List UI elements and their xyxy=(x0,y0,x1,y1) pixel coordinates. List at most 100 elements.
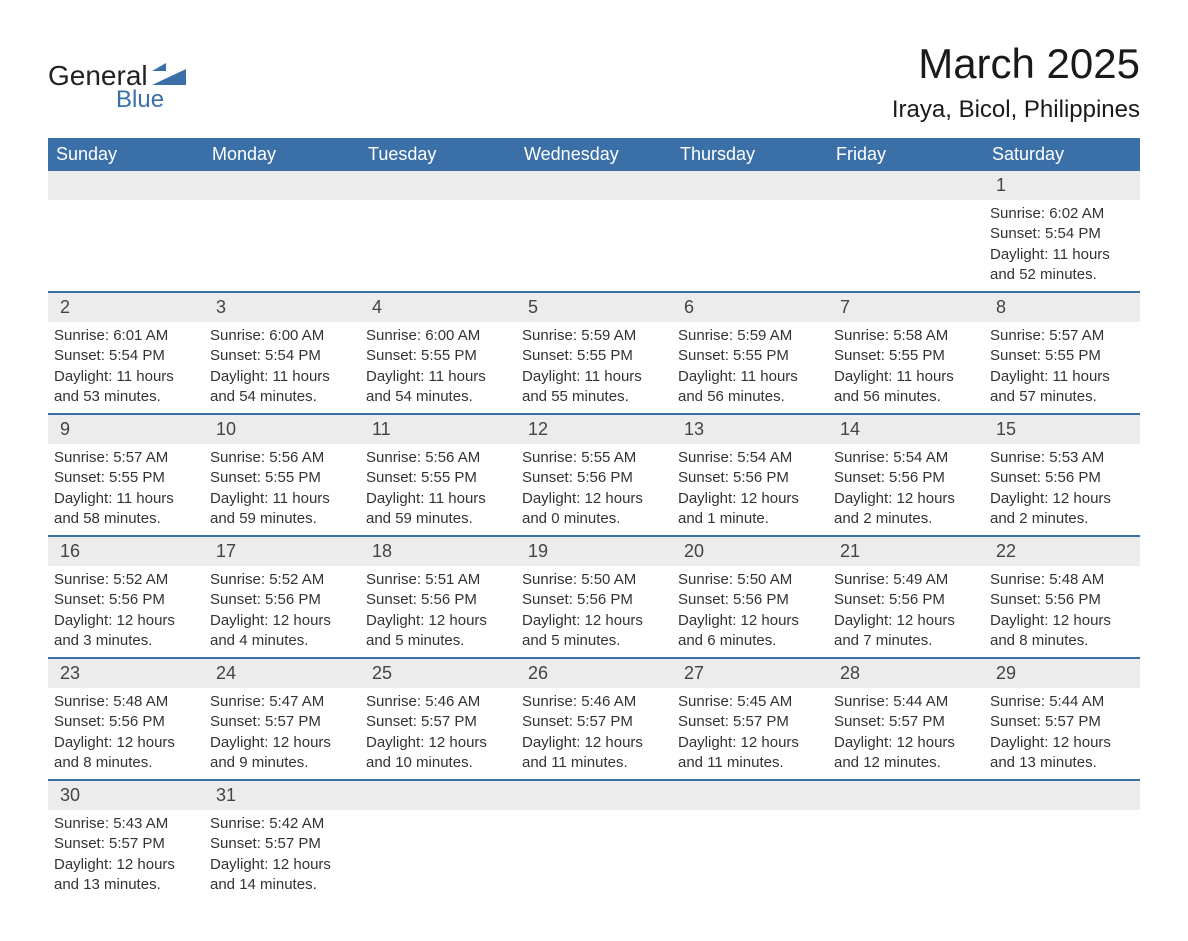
day-number-cell: 2 xyxy=(48,293,204,322)
sunrise-line: Sunrise: 5:46 AM xyxy=(366,692,512,712)
day-body-cell xyxy=(360,200,516,291)
day-number-cell: 27 xyxy=(672,659,828,688)
page-title: March 2025 xyxy=(892,40,1140,88)
weekday-header: Tuesday xyxy=(360,138,516,171)
day-body-cell: Sunrise: 6:00 AMSunset: 5:54 PMDaylight:… xyxy=(204,322,360,413)
sunset-line: Sunset: 5:56 PM xyxy=(366,590,512,610)
sunrise-line: Sunrise: 5:48 AM xyxy=(990,570,1136,590)
day-body-cell xyxy=(204,200,360,291)
day-body-cell xyxy=(672,200,828,291)
day-number: 30 xyxy=(54,783,198,808)
day-body-cell: Sunrise: 5:52 AMSunset: 5:56 PMDaylight:… xyxy=(48,566,204,657)
daylight-line: Daylight: 11 hours and 54 minutes. xyxy=(366,367,512,408)
week-body-row: Sunrise: 6:02 AMSunset: 5:54 PMDaylight:… xyxy=(48,200,1140,291)
sunset-line: Sunset: 5:56 PM xyxy=(834,590,980,610)
day-number-cell: 18 xyxy=(360,537,516,566)
day-body-cell: Sunrise: 5:46 AMSunset: 5:57 PMDaylight:… xyxy=(360,688,516,779)
sunset-line: Sunset: 5:57 PM xyxy=(54,834,200,854)
day-number-cell xyxy=(828,781,984,810)
day-number-cell: 19 xyxy=(516,537,672,566)
logo-word-blue: Blue xyxy=(116,86,164,114)
daylight-line: Daylight: 12 hours and 2 minutes. xyxy=(990,489,1136,530)
week-body-row: Sunrise: 5:52 AMSunset: 5:56 PMDaylight:… xyxy=(48,566,1140,657)
sunrise-line: Sunrise: 6:00 AM xyxy=(366,326,512,346)
day-body-cell: Sunrise: 5:43 AMSunset: 5:57 PMDaylight:… xyxy=(48,810,204,901)
day-number: 15 xyxy=(990,417,1134,442)
day-number: 23 xyxy=(54,661,198,686)
day-body-cell: Sunrise: 5:59 AMSunset: 5:55 PMDaylight:… xyxy=(672,322,828,413)
day-number: 8 xyxy=(990,295,1134,320)
day-number-cell: 23 xyxy=(48,659,204,688)
sunrise-line: Sunrise: 5:50 AM xyxy=(522,570,668,590)
day-number-cell: 28 xyxy=(828,659,984,688)
logo: General Blue xyxy=(48,60,186,114)
sunset-line: Sunset: 5:57 PM xyxy=(210,834,356,854)
day-number-cell xyxy=(204,171,360,200)
day-number: 26 xyxy=(522,661,666,686)
weekday-header: Thursday xyxy=(672,138,828,171)
day-body-cell: Sunrise: 5:56 AMSunset: 5:55 PMDaylight:… xyxy=(204,444,360,535)
day-number: 27 xyxy=(678,661,822,686)
day-body-cell: Sunrise: 5:47 AMSunset: 5:57 PMDaylight:… xyxy=(204,688,360,779)
daylight-line: Daylight: 12 hours and 4 minutes. xyxy=(210,611,356,652)
day-body-cell: Sunrise: 5:46 AMSunset: 5:57 PMDaylight:… xyxy=(516,688,672,779)
daylight-line: Daylight: 11 hours and 54 minutes. xyxy=(210,367,356,408)
week-daynum-row: 9101112131415 xyxy=(48,413,1140,444)
sunrise-line: Sunrise: 5:57 AM xyxy=(990,326,1136,346)
sunrise-line: Sunrise: 5:44 AM xyxy=(834,692,980,712)
day-number: 21 xyxy=(834,539,978,564)
day-number-cell: 12 xyxy=(516,415,672,444)
day-body-cell xyxy=(360,810,516,901)
day-number-cell: 17 xyxy=(204,537,360,566)
day-body-cell: Sunrise: 5:56 AMSunset: 5:55 PMDaylight:… xyxy=(360,444,516,535)
day-number-cell: 31 xyxy=(204,781,360,810)
sunset-line: Sunset: 5:56 PM xyxy=(990,590,1136,610)
weekday-header: Wednesday xyxy=(516,138,672,171)
day-number-cell: 10 xyxy=(204,415,360,444)
day-number: 24 xyxy=(210,661,354,686)
day-number-cell xyxy=(516,781,672,810)
day-number-cell: 29 xyxy=(984,659,1140,688)
sunrise-line: Sunrise: 6:02 AM xyxy=(990,204,1136,224)
day-number-cell: 4 xyxy=(360,293,516,322)
day-number-cell: 11 xyxy=(360,415,516,444)
day-number-cell: 1 xyxy=(984,171,1140,200)
day-number-cell: 14 xyxy=(828,415,984,444)
sunrise-line: Sunrise: 5:59 AM xyxy=(678,326,824,346)
sunset-line: Sunset: 5:56 PM xyxy=(522,590,668,610)
day-number: 13 xyxy=(678,417,822,442)
sunrise-line: Sunrise: 5:44 AM xyxy=(990,692,1136,712)
sunset-line: Sunset: 5:57 PM xyxy=(834,712,980,732)
day-number-cell: 26 xyxy=(516,659,672,688)
day-number: 14 xyxy=(834,417,978,442)
day-number: 20 xyxy=(678,539,822,564)
sunset-line: Sunset: 5:57 PM xyxy=(678,712,824,732)
day-number-cell: 21 xyxy=(828,537,984,566)
daylight-line: Daylight: 12 hours and 8 minutes. xyxy=(990,611,1136,652)
daylight-line: Daylight: 12 hours and 11 minutes. xyxy=(678,733,824,774)
week-body-row: Sunrise: 6:01 AMSunset: 5:54 PMDaylight:… xyxy=(48,322,1140,413)
day-body-cell: Sunrise: 5:54 AMSunset: 5:56 PMDaylight:… xyxy=(828,444,984,535)
sunrise-line: Sunrise: 5:57 AM xyxy=(54,448,200,468)
day-body-cell: Sunrise: 6:02 AMSunset: 5:54 PMDaylight:… xyxy=(984,200,1140,291)
day-number: 1 xyxy=(990,173,1134,198)
day-number: 7 xyxy=(834,295,978,320)
sunrise-line: Sunrise: 5:55 AM xyxy=(522,448,668,468)
week-body-row: Sunrise: 5:43 AMSunset: 5:57 PMDaylight:… xyxy=(48,810,1140,901)
daylight-line: Daylight: 12 hours and 13 minutes. xyxy=(54,855,200,896)
daylight-line: Daylight: 12 hours and 11 minutes. xyxy=(522,733,668,774)
day-number-cell: 24 xyxy=(204,659,360,688)
sunset-line: Sunset: 5:56 PM xyxy=(678,590,824,610)
daylight-line: Daylight: 11 hours and 55 minutes. xyxy=(522,367,668,408)
sunrise-line: Sunrise: 5:45 AM xyxy=(678,692,824,712)
sunrise-line: Sunrise: 5:54 AM xyxy=(834,448,980,468)
day-number: 4 xyxy=(366,295,510,320)
sunset-line: Sunset: 5:57 PM xyxy=(522,712,668,732)
day-body-cell xyxy=(984,810,1140,901)
day-body-cell: Sunrise: 5:48 AMSunset: 5:56 PMDaylight:… xyxy=(984,566,1140,657)
week-daynum-row: 23242526272829 xyxy=(48,657,1140,688)
day-body-cell: Sunrise: 5:44 AMSunset: 5:57 PMDaylight:… xyxy=(984,688,1140,779)
sunrise-line: Sunrise: 5:50 AM xyxy=(678,570,824,590)
sunrise-line: Sunrise: 5:53 AM xyxy=(990,448,1136,468)
week-daynum-row: 2345678 xyxy=(48,291,1140,322)
